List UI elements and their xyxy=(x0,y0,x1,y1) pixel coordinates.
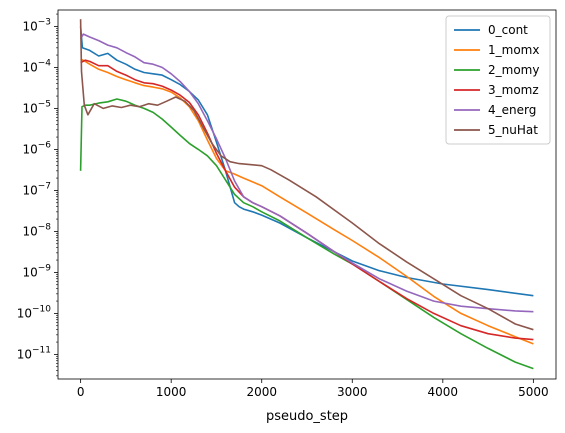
series-line-5_nuHat xyxy=(79,19,534,331)
legend-box xyxy=(445,15,551,145)
y-tick-label: 10−10 xyxy=(17,304,52,320)
x-tick-label: 0 xyxy=(77,385,85,399)
y-tick-label: 10−11 xyxy=(17,345,51,361)
y-tick-label: 10−5 xyxy=(22,99,51,115)
series-line-3_momz xyxy=(80,59,534,341)
legend-label-2_momy: 2_momy xyxy=(488,63,539,77)
x-tick-label: 2000 xyxy=(246,385,277,399)
y-axis: 10−11 10−10 10−9 10−8 10−7 10−6 10−5 10−4 10−3 xyxy=(17,13,58,377)
x-tick-label: 5000 xyxy=(518,385,549,399)
legend-label-0_cont: 0_cont xyxy=(488,23,528,37)
series-line-1_momx xyxy=(80,58,534,345)
legend-label-1_momx: 1_momx xyxy=(488,43,539,57)
legend-label-3_momz: 3_momz xyxy=(488,83,539,97)
y-tick-label: 10−8 xyxy=(22,222,51,238)
x-tick-label: 1000 xyxy=(156,385,187,399)
series-line-4_energ xyxy=(79,33,534,313)
x-axis: 0 1000 2000 3000 4000 5000 xyxy=(77,379,549,399)
y-tick-label: 10−3 xyxy=(22,17,51,33)
legend-label-4_energ: 4_energ xyxy=(488,103,536,117)
y-tick-label: 10−9 xyxy=(22,263,51,279)
plot-lines xyxy=(79,19,534,370)
legend-label-5_nuHat: 5_nuHat xyxy=(488,123,538,137)
y-tick-label: 10−7 xyxy=(22,181,51,197)
y-tick-label: 10−6 xyxy=(22,140,51,156)
x-tick-label: 3000 xyxy=(337,385,368,399)
y-tick-label: 10−4 xyxy=(22,58,51,74)
x-tick-label: 4000 xyxy=(428,385,459,399)
legend: 0_cont 1_momx 2_momy 3_momz 4_energ 5_nuHat xyxy=(445,15,551,145)
x-axis-label: pseudo_step xyxy=(266,409,348,424)
